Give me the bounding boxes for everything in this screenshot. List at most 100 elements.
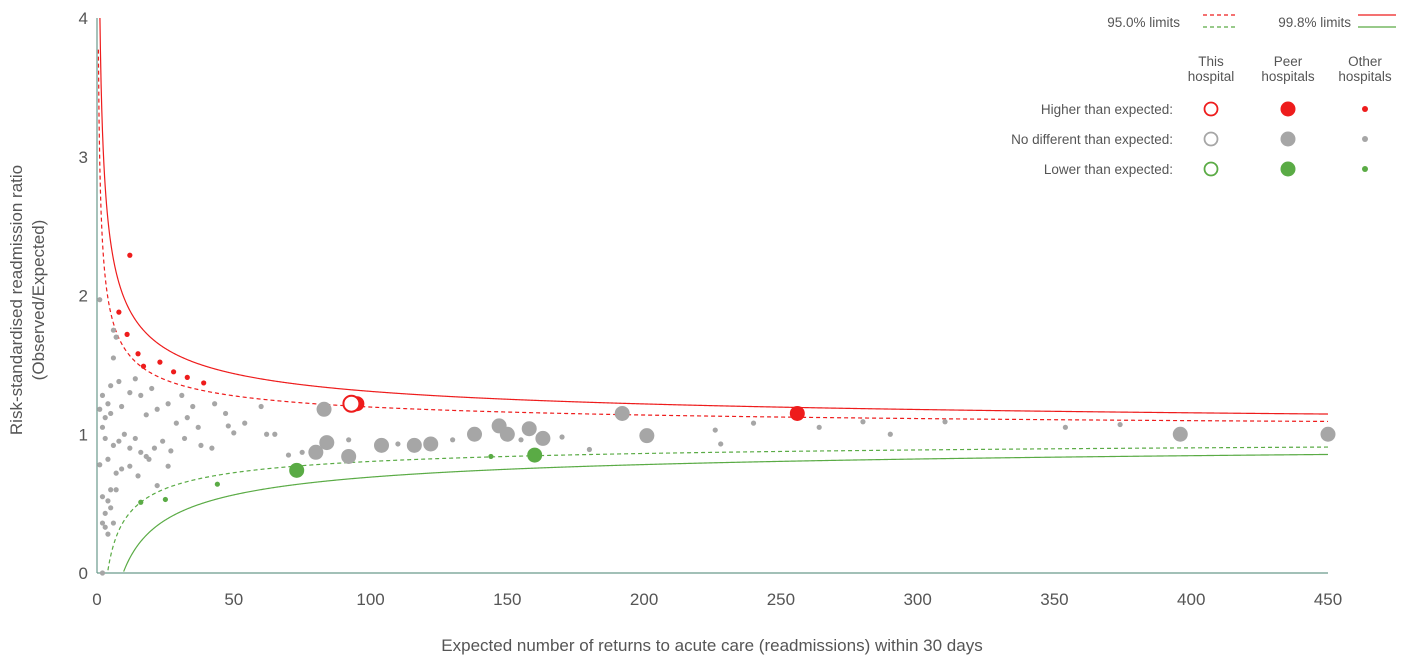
other-hospital-point xyxy=(143,412,149,418)
legend-peer-hospital-marker xyxy=(1280,161,1296,177)
other-hospital-point xyxy=(285,452,292,458)
other-hospital-point xyxy=(113,470,119,476)
other-hospital-point xyxy=(132,376,138,382)
other-hospital-point xyxy=(162,496,168,503)
other-hospital-point xyxy=(173,420,179,426)
other-hospital-point xyxy=(299,449,305,455)
legend-this-hospital-marker xyxy=(1203,101,1219,117)
x-tick-label: 100 xyxy=(356,590,384,609)
other-hospital-point xyxy=(105,456,111,462)
other-hospital-point xyxy=(1117,421,1123,428)
other-hospital-point xyxy=(209,445,215,451)
other-hospital-point xyxy=(151,445,158,451)
other-hospital-point xyxy=(242,420,248,426)
legend-column-header: Peer xyxy=(1274,54,1303,69)
legend-998-label: 99.8% limits xyxy=(1278,15,1351,30)
other-hospital-point xyxy=(102,524,108,530)
other-hospital-point xyxy=(942,419,948,425)
y-tick-label: 4 xyxy=(79,9,88,28)
other-hospital-point xyxy=(488,453,494,460)
other-hospital-point xyxy=(116,309,122,315)
other-hospital-point xyxy=(212,401,218,407)
other-hospital-point xyxy=(860,419,866,425)
x-tick-label: 250 xyxy=(767,590,795,609)
peer-hospital-point xyxy=(527,447,543,463)
other-hospital-point xyxy=(127,390,133,396)
y-tick-label: 2 xyxy=(79,287,88,306)
upper-99.8-limit-line xyxy=(99,18,1329,415)
other-hospital-point xyxy=(170,369,177,375)
other-hospital-point xyxy=(108,383,114,389)
other-hospital-point xyxy=(718,441,724,447)
other-hospital-point xyxy=(110,520,117,526)
legend-other-hospital-marker xyxy=(1362,136,1368,142)
other-hospital-point xyxy=(264,431,270,437)
other-hospital-point xyxy=(272,431,278,437)
other-hospital-point xyxy=(127,252,133,258)
other-hospital-point xyxy=(712,427,718,433)
other-hospital-point xyxy=(105,531,111,537)
peer-hospital-point xyxy=(1320,426,1336,442)
other-hospital-point xyxy=(149,385,155,392)
axes xyxy=(96,18,1328,574)
x-axis-title: Expected number of returns to acute care… xyxy=(441,636,982,655)
other-hospital-point xyxy=(127,445,133,451)
other-hospital-point xyxy=(181,435,188,442)
lower-95-limit-line xyxy=(107,446,1328,571)
other-hospital-point xyxy=(190,403,196,410)
y-tick-label: 1 xyxy=(79,425,88,444)
peer-hospital-point xyxy=(423,436,439,452)
legend-column-header: hospital xyxy=(1188,69,1235,84)
other-hospital-point xyxy=(102,435,108,442)
legend-column-header: hospitals xyxy=(1261,69,1315,84)
other-hospital-point xyxy=(258,403,264,410)
peer-hospital-point xyxy=(499,426,515,442)
other-hospital-point xyxy=(108,487,114,493)
x-tick-label: 50 xyxy=(224,590,243,609)
other-hospital-point xyxy=(135,351,141,357)
other-hospital-point xyxy=(138,499,144,505)
control-limit-lines xyxy=(97,18,1329,572)
legend-column-header: hospitals xyxy=(1338,69,1392,84)
other-hospital-point xyxy=(231,430,237,436)
other-hospital-point xyxy=(102,415,108,421)
other-hospital-point xyxy=(887,431,893,437)
other-hospital-point xyxy=(816,424,822,430)
legend-row-label: Higher than expected: xyxy=(1041,102,1173,117)
peer-hospital-point xyxy=(521,421,537,437)
other-hospital-point xyxy=(179,392,185,398)
other-hospital-point xyxy=(102,510,108,516)
other-hospital-point xyxy=(105,498,111,504)
other-hospital-point xyxy=(108,410,114,417)
other-hospital-point xyxy=(110,442,117,448)
other-hospital-point xyxy=(113,334,119,340)
other-hospital-point xyxy=(165,463,171,469)
other-hospital-point xyxy=(110,327,117,333)
peer-hospital-point xyxy=(535,430,551,446)
other-hospital-point xyxy=(195,424,201,430)
peer-hospital-point xyxy=(1172,426,1188,442)
legend-column-header: This xyxy=(1198,54,1224,69)
other-hospital-point xyxy=(116,438,122,444)
other-hospital-point xyxy=(346,437,352,443)
other-hospital-point xyxy=(559,434,565,440)
other-hospital-point xyxy=(97,297,103,303)
other-hospital-point xyxy=(119,466,125,472)
peer-hospital-point xyxy=(319,435,335,451)
peer-hospital-point xyxy=(789,405,805,421)
other-hospital-point xyxy=(113,487,119,493)
other-hospital-point xyxy=(201,380,207,386)
other-hospital-point xyxy=(121,431,127,437)
lower-99.8-limit-line xyxy=(123,453,1329,572)
other-hospital-point xyxy=(140,363,147,369)
other-hospital-point xyxy=(146,456,152,462)
other-hospital-point xyxy=(225,423,231,429)
x-tick-label: 400 xyxy=(1177,590,1205,609)
other-hospital-point xyxy=(116,378,122,385)
other-hospital-point xyxy=(132,435,138,442)
other-hospital-point xyxy=(105,401,111,407)
other-hospital-point xyxy=(127,463,133,469)
other-hospital-point xyxy=(135,473,141,479)
other-hospital-point xyxy=(214,481,220,487)
